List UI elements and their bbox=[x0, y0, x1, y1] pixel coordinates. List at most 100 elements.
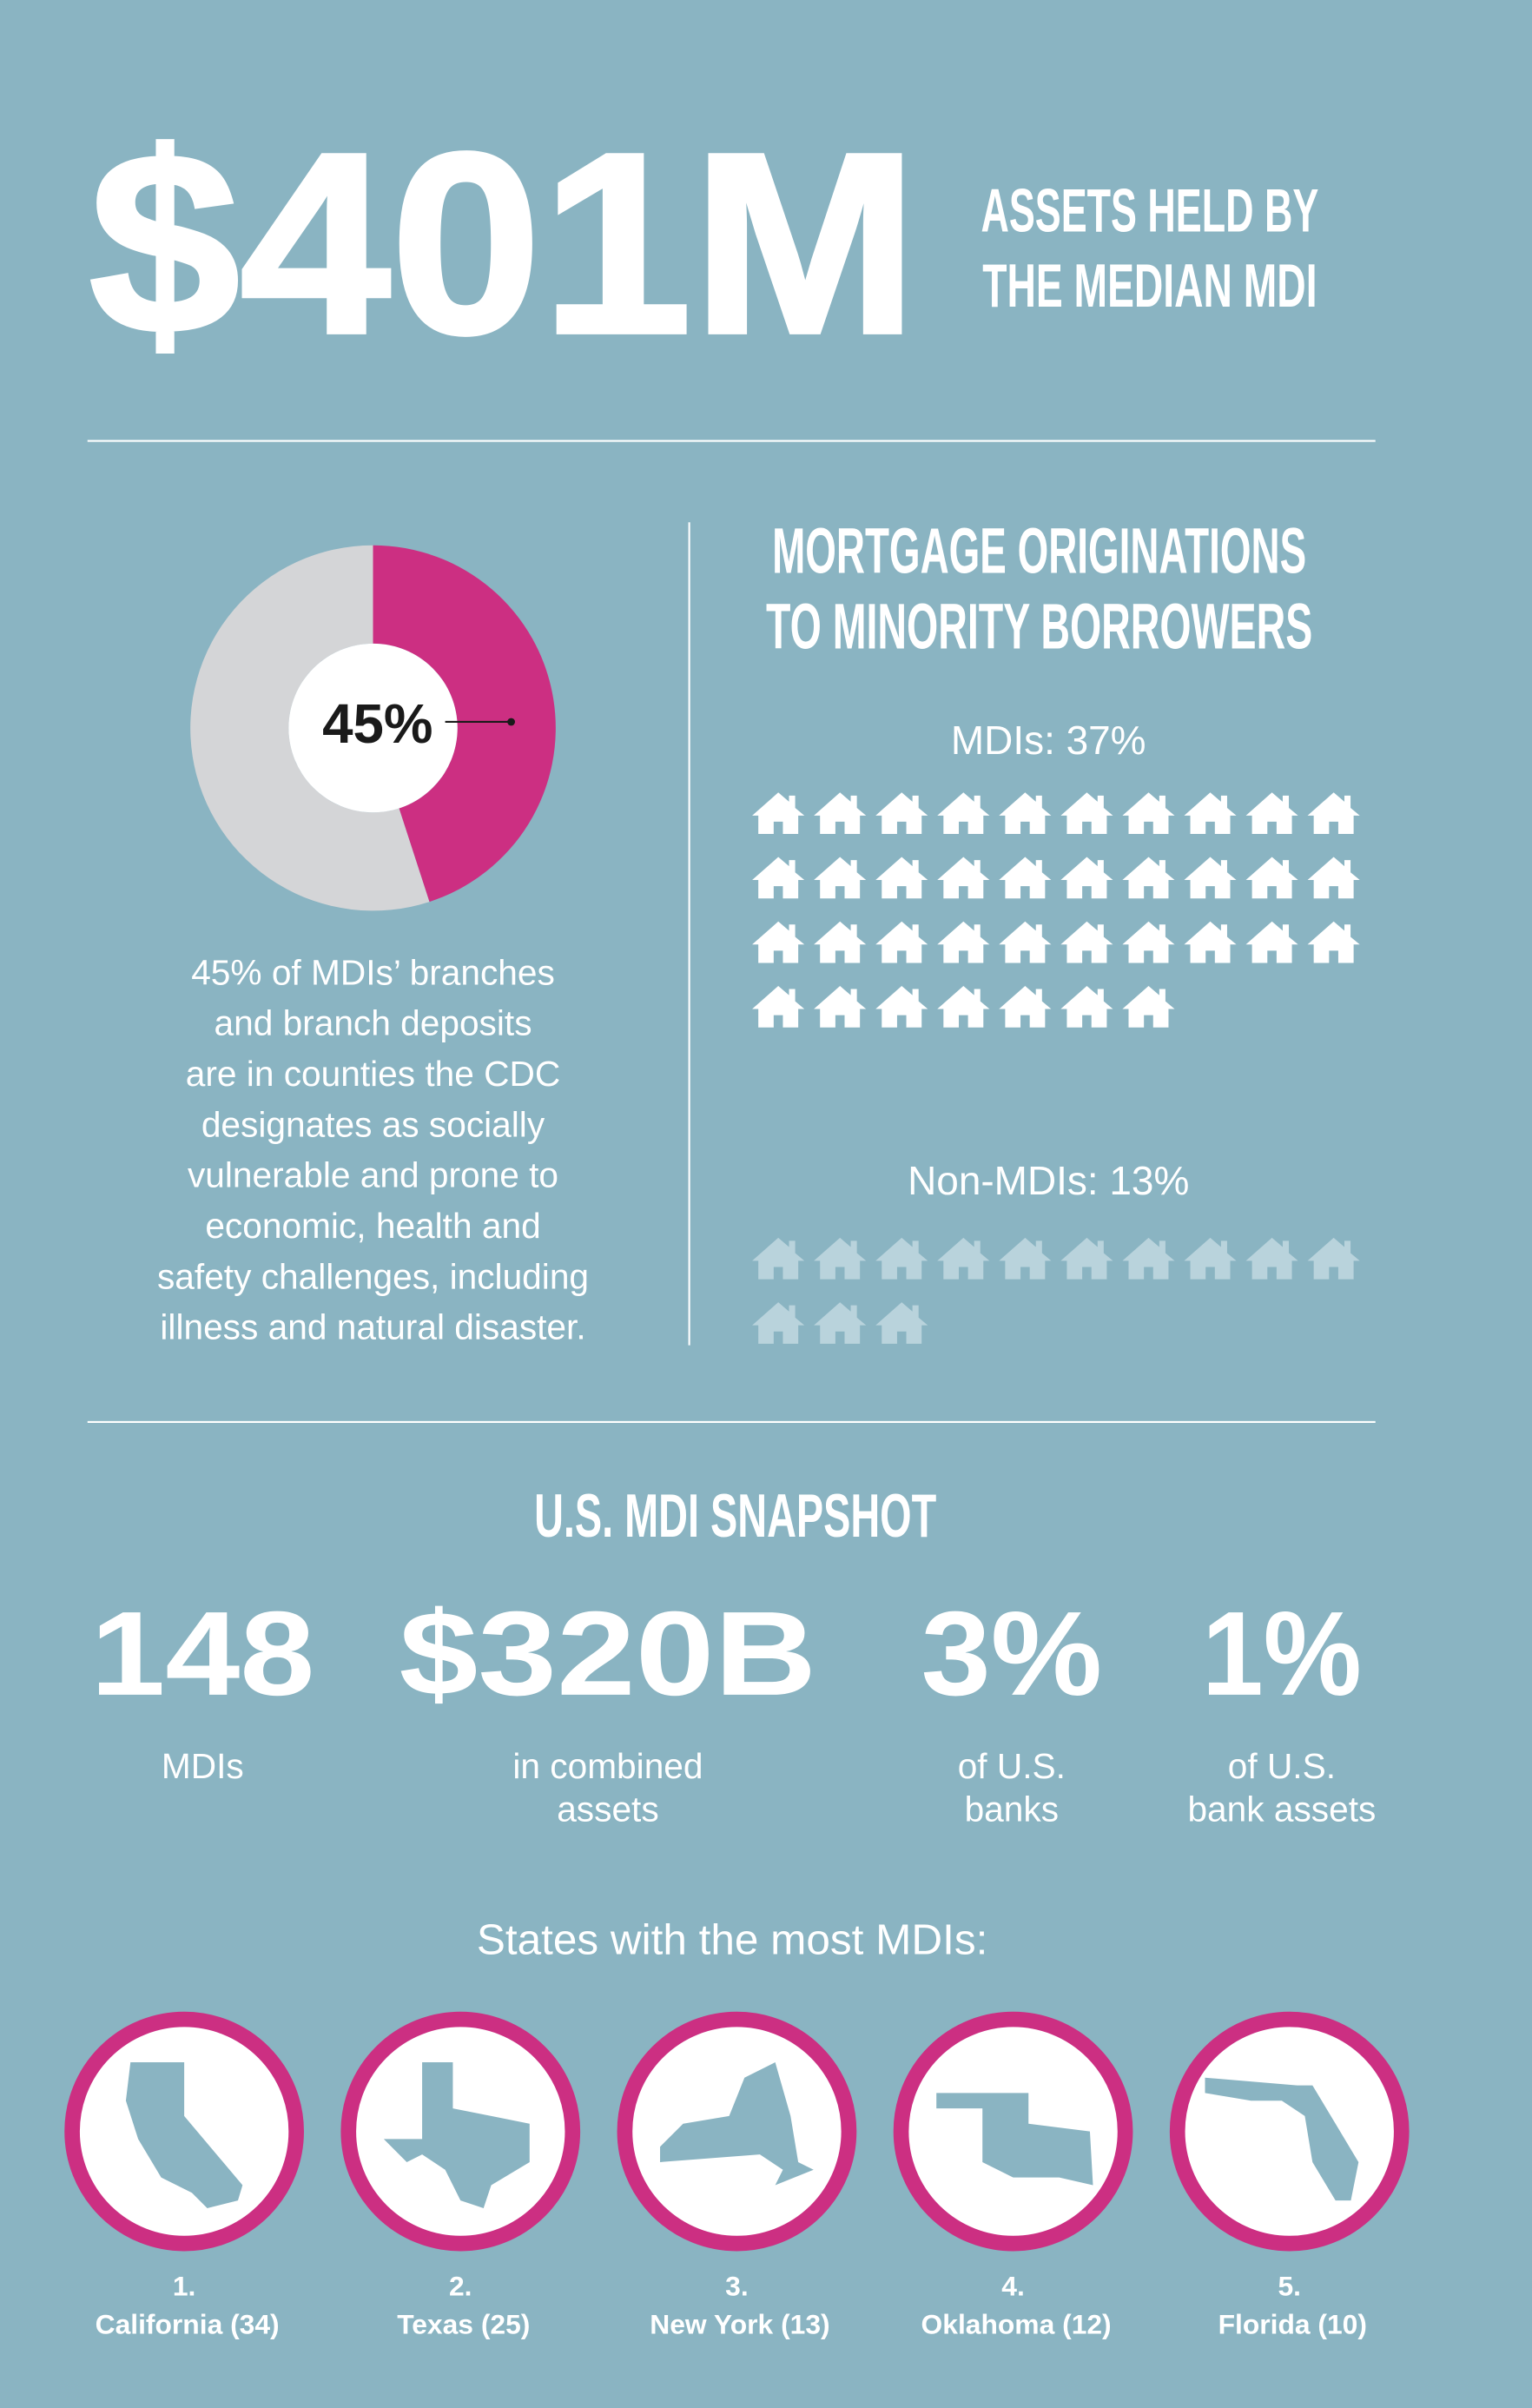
house-icon bbox=[999, 986, 1052, 1028]
house-icon bbox=[1060, 986, 1113, 1028]
house-icon bbox=[752, 792, 805, 835]
house-icon bbox=[1307, 1237, 1360, 1280]
stat-label: in combined bbox=[512, 1746, 703, 1786]
description: are in counties the CDC bbox=[186, 1054, 560, 1094]
stat-label: bank assets bbox=[1187, 1789, 1376, 1829]
state-name: New York (13) bbox=[650, 2308, 829, 2339]
house-icon bbox=[1245, 921, 1298, 963]
section-title: MORTGAGE ORIGINATIONS bbox=[772, 515, 1306, 587]
state-shape bbox=[383, 2062, 530, 2208]
house-icon bbox=[752, 921, 805, 963]
house-pictogram bbox=[752, 792, 1360, 1028]
house-icon bbox=[1307, 792, 1360, 835]
house-icon bbox=[999, 1237, 1052, 1280]
house-icon bbox=[999, 857, 1052, 899]
house-pictogram bbox=[752, 1237, 1360, 1344]
leader-dot bbox=[507, 718, 516, 726]
house-icon bbox=[1184, 921, 1237, 963]
house-icon bbox=[875, 921, 928, 963]
state-name: Florida (10) bbox=[1218, 2308, 1367, 2339]
description: illness and natural disaster. bbox=[160, 1307, 585, 1347]
house-icon bbox=[814, 1237, 867, 1280]
description: economic, health and bbox=[205, 1206, 540, 1246]
house-icon bbox=[1307, 857, 1360, 899]
house-icon bbox=[937, 1237, 990, 1280]
stat-value: 148 bbox=[90, 1587, 314, 1721]
house-icon bbox=[1184, 792, 1237, 835]
house-icon bbox=[999, 921, 1052, 963]
state-badge bbox=[1169, 2011, 1410, 2252]
section-title: U.S. MDI SNAPSHOT bbox=[534, 1481, 936, 1550]
house-icon bbox=[937, 986, 990, 1028]
state-name: Oklahoma (12) bbox=[921, 2308, 1112, 2339]
state-rank: 4. bbox=[1001, 2270, 1025, 2301]
house-icon bbox=[752, 1302, 805, 1344]
house-icon bbox=[814, 986, 867, 1028]
state-shape bbox=[936, 2093, 1093, 2186]
house-icon bbox=[1122, 1237, 1175, 1280]
donut-remainder bbox=[190, 545, 430, 911]
house-icon bbox=[937, 857, 990, 899]
donut-hole bbox=[288, 643, 458, 813]
state-shape bbox=[125, 2062, 243, 2208]
hero-label: ASSETS HELD BY bbox=[981, 175, 1318, 244]
hero-value: $401M bbox=[89, 99, 918, 387]
house-icon bbox=[875, 1302, 928, 1344]
stat-value: $320B bbox=[400, 1587, 817, 1721]
house-icon bbox=[814, 921, 867, 963]
house-icon bbox=[999, 792, 1052, 835]
house-icon bbox=[1122, 857, 1175, 899]
state-rank: 1. bbox=[173, 2270, 196, 2301]
house-icon bbox=[1245, 1237, 1298, 1280]
house-icon bbox=[875, 986, 928, 1028]
house-icon bbox=[814, 857, 867, 899]
house-icon bbox=[1060, 857, 1113, 899]
description: safety challenges, including bbox=[157, 1256, 589, 1296]
house-icon bbox=[1245, 792, 1298, 835]
house-icon bbox=[1060, 792, 1113, 835]
section-title: TO MINORITY BORROWERS bbox=[766, 590, 1312, 662]
hero-label: THE MEDIAN MDI bbox=[982, 251, 1317, 320]
description: and branch deposits bbox=[214, 1003, 532, 1043]
house-icon bbox=[752, 986, 805, 1028]
stat-label: of U.S. bbox=[958, 1746, 1066, 1786]
house-icon bbox=[937, 921, 990, 963]
stat-label: banks bbox=[965, 1789, 1059, 1829]
house-icon bbox=[752, 1237, 805, 1280]
house-icon bbox=[814, 1302, 867, 1344]
house-icon bbox=[1060, 921, 1113, 963]
description: vulnerable and prone to bbox=[188, 1155, 558, 1195]
house-icon bbox=[1060, 1237, 1113, 1280]
house-icon bbox=[814, 792, 867, 835]
section-title: States with the most MDIs: bbox=[477, 1915, 988, 1963]
house-icon bbox=[1184, 1237, 1237, 1280]
donut-label: 45% bbox=[322, 693, 433, 755]
state-shape bbox=[1205, 2077, 1359, 2201]
stat-value: 1% bbox=[1202, 1587, 1362, 1721]
stat-label: MDIs bbox=[162, 1746, 244, 1786]
house-icon bbox=[1122, 792, 1175, 835]
house-icon bbox=[752, 857, 805, 899]
house-icon bbox=[875, 792, 928, 835]
state-rank: 5. bbox=[1278, 2270, 1301, 2301]
house-icon bbox=[1184, 857, 1237, 899]
house-icon bbox=[875, 857, 928, 899]
house-icon bbox=[1245, 857, 1298, 899]
stat-label: of U.S. bbox=[1228, 1746, 1336, 1786]
group-label: MDIs: 37% bbox=[951, 718, 1146, 763]
state-rank: 2. bbox=[449, 2270, 472, 2301]
group-label: Non-MDIs: 13% bbox=[908, 1158, 1189, 1203]
house-icon bbox=[937, 792, 990, 835]
stat-value: 3% bbox=[921, 1587, 1103, 1721]
state-name: Texas (25) bbox=[397, 2308, 530, 2339]
house-icon bbox=[1122, 986, 1175, 1028]
description: 45% of MDIs’ branches bbox=[191, 952, 555, 992]
donut-segment bbox=[373, 545, 556, 903]
house-icon bbox=[1307, 921, 1360, 963]
house-icon bbox=[1122, 921, 1175, 963]
state-shape bbox=[660, 2062, 814, 2186]
state-rank: 3. bbox=[725, 2270, 749, 2301]
